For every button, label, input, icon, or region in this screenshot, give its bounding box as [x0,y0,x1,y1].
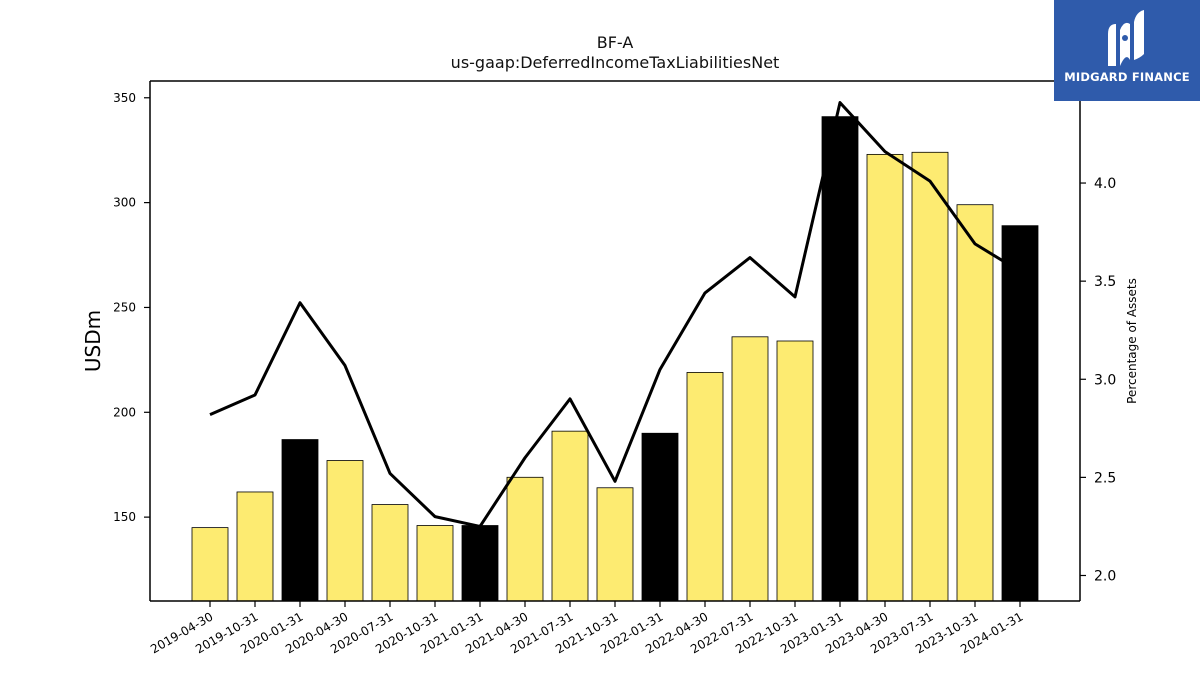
bar-2022-04-30 [686,372,724,602]
bar-2024-01-31 [1001,225,1039,602]
y-axis-label: USDm [81,310,105,372]
bar-2022-01-31 [641,432,679,602]
logo-text: MIDGARD FINANCE [1064,70,1190,84]
line-series [209,101,1021,528]
y-tick-label: 150 [113,510,136,524]
bar-2021-07-31 [551,430,589,602]
y-tick-label: 200 [113,405,136,419]
bar-series [191,116,1039,602]
y2-tick-label: 4.0 [1094,176,1116,192]
y-tick-label: 250 [113,300,136,314]
bar-2020-04-30 [326,460,364,602]
chart-subtitle: us-gaap:DeferredIncomeTaxLiabilitiesNet [451,53,780,72]
bar-2023-04-30 [866,153,904,602]
bar-2020-01-31 [281,439,319,602]
bar-2022-10-31 [776,340,814,602]
y2-axis-label: Percentage of Assets [1125,278,1139,404]
x-ticks: 2019-04-302019-10-312020-01-312020-04-30… [148,601,1026,656]
percentage-line [209,101,1021,528]
y2-tick-label: 2.5 [1094,470,1116,486]
bar-2023-01-31 [821,116,859,602]
y2-tick-label: 3.0 [1094,372,1116,388]
bar-2023-07-31 [911,151,949,602]
brand-logo: MIDGARD FINANCE [1054,0,1200,101]
bar-2022-07-31 [731,336,769,602]
y-tick-label: 300 [113,196,136,210]
y2-ticks: 2.0 2.5 3.0 3.5 4.0 [1080,176,1116,584]
chart-title: BF-A [597,33,634,52]
bar-2021-01-31 [461,525,499,602]
y2-tick-label: 3.5 [1094,274,1116,290]
bar-2020-10-31 [416,525,454,602]
bar-2021-10-31 [596,487,634,602]
y2-tick-label: 2.0 [1094,568,1116,584]
midgard-logo-icon [1108,10,1144,66]
y-tick-label: 350 [113,91,136,105]
y-ticks: 150 200 250 300 350 [113,91,150,524]
bar-2019-04-30 [191,527,229,602]
bar-2023-10-31 [956,204,994,602]
bar-2019-10-31 [236,491,274,602]
bar-2020-07-31 [371,504,409,602]
bar-2021-04-30 [506,476,544,602]
